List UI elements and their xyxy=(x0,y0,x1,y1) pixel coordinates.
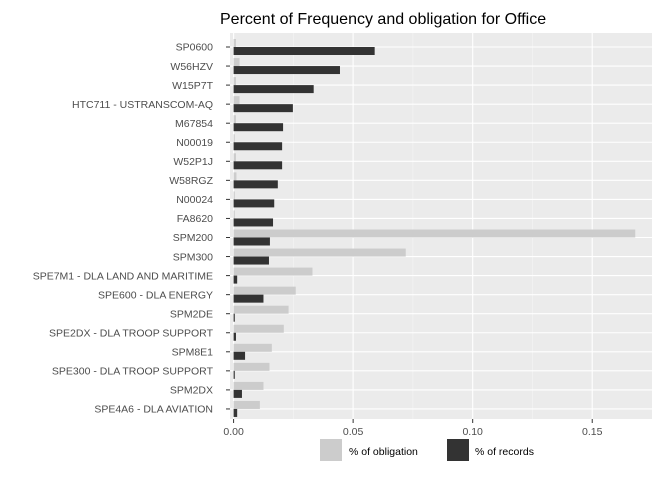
legend-key-records xyxy=(447,439,469,461)
bar-records xyxy=(233,408,238,417)
bar-obligation xyxy=(233,305,289,314)
bar-obligation xyxy=(233,134,235,143)
y-tick-label: SPE7M1 - DLA LAND AND MARITIME xyxy=(33,270,213,282)
legend-label-records: % of records xyxy=(475,446,534,458)
bar-obligation xyxy=(233,400,260,409)
y-tick-label: SPE300 - DLA TROOP SUPPORT xyxy=(52,366,214,378)
x-tick-label: 0.05 xyxy=(343,426,364,438)
bar-records xyxy=(233,180,278,189)
bar-records xyxy=(233,313,235,322)
y-tick-label: HTC711 - USTRANSCOM-AQ xyxy=(72,99,213,111)
legend-key-obligation xyxy=(320,439,342,461)
bar-records xyxy=(233,85,314,94)
bars-layer xyxy=(233,39,636,417)
y-tick-label: SPM2DE xyxy=(170,308,213,320)
y-tick-label: SPE2DX - DLA TROOP SUPPORT xyxy=(49,327,214,339)
bar-records xyxy=(233,389,242,398)
x-tick-label: 0.15 xyxy=(582,426,603,438)
bar-records xyxy=(233,294,264,303)
bar-records xyxy=(233,256,269,265)
bar-obligation xyxy=(233,362,270,371)
y-tick-label: SPM200 xyxy=(173,232,213,244)
bar-records xyxy=(233,66,340,75)
bar-obligation xyxy=(233,248,406,257)
bar-obligation xyxy=(233,229,636,238)
y-tick-label: N00024 xyxy=(176,194,213,206)
bar-records xyxy=(233,161,283,170)
legend-label-obligation: % of obligation xyxy=(349,446,418,458)
bar-obligation xyxy=(233,96,240,105)
bar-records xyxy=(233,332,236,341)
bar-records xyxy=(233,142,283,151)
bar-obligation xyxy=(233,172,237,181)
legend: % of obligation % of records xyxy=(320,439,534,461)
bar-obligation xyxy=(233,381,264,390)
y-tick-label: N00019 xyxy=(176,137,213,149)
bar-obligation xyxy=(233,39,236,47)
y-tick-label: SPM300 xyxy=(173,251,213,263)
x-axis-labels: 0.00 0.05 0.10 0.15 xyxy=(223,419,603,438)
y-tick-label: FA8620 xyxy=(177,213,213,225)
y-tick-label: W58RGZ xyxy=(169,175,213,187)
bar-obligation xyxy=(233,153,236,162)
bar-obligation xyxy=(233,191,235,200)
bar-records xyxy=(233,370,235,379)
y-tick-label: SPM8E1 xyxy=(172,347,214,359)
y-tick-label: M67854 xyxy=(175,118,213,130)
bar-records xyxy=(233,104,293,113)
bar-records xyxy=(233,123,284,132)
y-tick-label: SP0600 xyxy=(176,42,214,54)
bar-obligation xyxy=(233,58,240,67)
bar-obligation xyxy=(233,324,284,333)
bar-obligation xyxy=(233,77,236,86)
chart-title: Percent of Frequency and obligation for … xyxy=(220,11,546,28)
bar-obligation xyxy=(233,343,272,352)
bar-obligation xyxy=(233,210,235,219)
bar-obligation xyxy=(233,267,313,276)
bar-records xyxy=(233,47,375,55)
bar-records xyxy=(233,237,270,246)
y-tick-label: W52P1J xyxy=(173,156,213,168)
bar-records xyxy=(233,199,275,208)
y-tick-label: W15P7T xyxy=(172,80,213,92)
bar-records xyxy=(233,275,238,284)
bar-records xyxy=(233,218,274,227)
x-tick-label: 0.00 xyxy=(223,426,244,438)
y-tick-label: SPE600 - DLA ENERGY xyxy=(98,289,213,301)
y-tick-label: SPE4A6 - DLA AVIATION xyxy=(94,404,213,416)
plot-background xyxy=(230,33,652,419)
y-tick-label: SPM2DX xyxy=(170,385,213,397)
bar-obligation xyxy=(233,115,236,124)
bar-records xyxy=(233,351,246,360)
y-axis-labels: SP0600 W56HZV W15P7T HTC711 - USTRANSCOM-AQ… xyxy=(33,42,230,416)
x-tick-label: 0.10 xyxy=(462,426,483,438)
y-tick-label: W56HZV xyxy=(170,61,213,73)
bar-obligation xyxy=(233,286,296,295)
